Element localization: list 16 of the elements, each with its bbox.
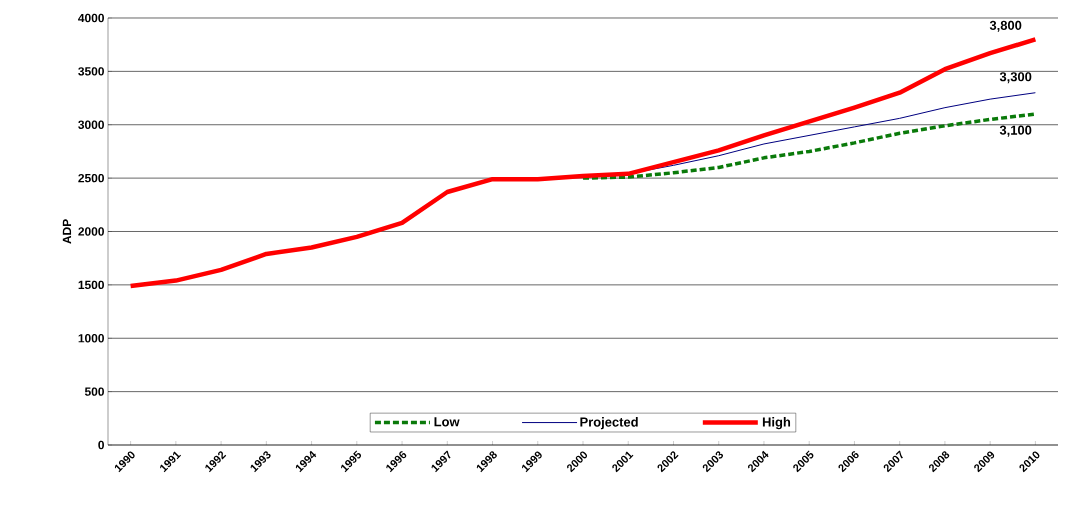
legend-label: Projected [580, 417, 638, 430]
y-tick-label: 3000 [78, 120, 104, 129]
y-tick-label: 2500 [78, 173, 104, 183]
y-tick-label: 2000 [78, 227, 104, 236]
y-tick-label: 500 [84, 387, 104, 396]
legend-label: High [762, 417, 791, 430]
y-tick-label: 4000 [78, 13, 104, 23]
y-tick-label: 1500 [78, 280, 104, 290]
y-axis-title: ADP [62, 219, 72, 244]
legend-label: Low [434, 417, 460, 427]
y-tick-label: 3500 [78, 67, 104, 76]
y-tick-label: 1000 [78, 334, 104, 343]
annotation: 3,100 [999, 125, 1032, 137]
y-tick-label: 0 [98, 440, 104, 450]
annotation: 3,800 [989, 20, 1022, 32]
annotation: 3,300 [999, 72, 1032, 84]
